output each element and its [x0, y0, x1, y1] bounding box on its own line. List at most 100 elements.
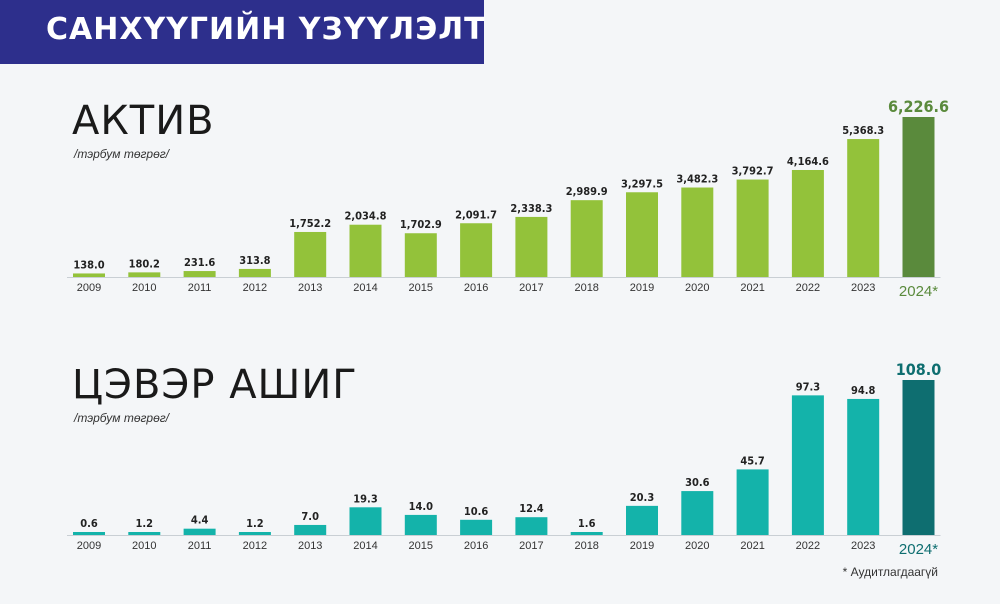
profit-bar	[460, 519, 493, 535]
assets-year-label: 2022	[796, 282, 820, 294]
profit-bar	[681, 491, 714, 535]
assets-year-label: 2012	[243, 282, 267, 294]
profit-year-label: 2023	[851, 540, 875, 552]
assets-bar	[349, 224, 382, 277]
assets-value-label: 3,482.3	[676, 173, 718, 186]
profit-value-label: 1.2	[246, 517, 264, 530]
assets-value-label: 2,338.3	[510, 202, 552, 215]
profit-bar	[73, 532, 105, 535]
profit-year-label: 2009	[77, 540, 101, 552]
profit-year-label: 2018	[574, 540, 598, 552]
profit-value-label: 14.0	[409, 500, 434, 513]
assets-chart-unit: /тэрбум төгрөг/	[74, 147, 170, 161]
profit-year-label: 2013	[298, 540, 322, 552]
profit-bar	[626, 505, 658, 535]
assets-value-label: 2,091.7	[455, 208, 497, 221]
assets-year-label: 2013	[298, 282, 322, 294]
assets-bar	[626, 192, 658, 277]
profit-year-label: 2014	[353, 540, 377, 552]
profit-bar	[570, 532, 603, 535]
profit-bar	[183, 528, 216, 535]
profit-year-label: 2020	[685, 540, 709, 552]
profit-bar	[791, 395, 824, 535]
profit-chart-unit: /тэрбум төгрөг/	[74, 411, 170, 425]
assets-bar	[570, 200, 603, 277]
assets-value-label: 2,034.8	[345, 210, 387, 223]
assets-year-label: 2015	[409, 282, 433, 294]
assets-bar	[681, 187, 714, 277]
profit-value-label: 30.6	[685, 476, 710, 489]
assets-value-label: 2,989.9	[566, 185, 608, 198]
profit-bar	[349, 507, 382, 535]
assets-chart-title: АКТИВ	[72, 98, 215, 144]
profit-year-label: 2016	[464, 540, 488, 552]
assets-bar	[902, 117, 935, 277]
assets-bar	[847, 139, 880, 277]
profit-chart-title: ЦЭВЭР АШИГ	[72, 362, 358, 408]
profit-bar	[294, 524, 327, 535]
assets-year-label: 2014	[353, 282, 377, 294]
assets-year-label: 2019	[630, 282, 654, 294]
profit-value-label: 0.6	[80, 517, 98, 530]
profit-value-label: 97.3	[796, 380, 821, 393]
profit-year-label: 2017	[519, 540, 543, 552]
profit-value-label: 1.6	[578, 517, 596, 530]
assets-bar	[515, 216, 548, 277]
profit-value-label: 7.0	[301, 510, 319, 523]
assets-year-label: 2023	[851, 282, 875, 294]
profit-value-label: 1.2	[136, 517, 154, 530]
assets-value-label: 4,164.6	[787, 155, 829, 168]
profit-year-label: 2022	[796, 540, 820, 552]
assets-year-label: 2024*	[899, 283, 938, 300]
unaudited-footnote: * Аудитлагдаагүй	[842, 565, 938, 579]
profit-bar	[238, 532, 271, 535]
profit-value-label: 4.4	[191, 514, 209, 527]
profit-value-label: 20.3	[630, 491, 655, 504]
assets-year-label: 2020	[685, 282, 709, 294]
assets-year-label: 2009	[77, 282, 101, 294]
profit-bar	[404, 514, 437, 535]
assets-value-label: 3,297.5	[621, 177, 663, 190]
profit-bar	[736, 469, 769, 535]
profit-bar	[128, 532, 161, 535]
assets-value-label: 231.6	[184, 256, 215, 269]
profit-bar	[847, 398, 880, 535]
assets-year-label: 2011	[188, 282, 212, 294]
assets-bar-chart: 138.0 2009 180.2 2010 231.6 2011 313.8 2012 1,75…	[67, 97, 949, 300]
assets-bar	[128, 272, 161, 277]
assets-bar	[404, 233, 437, 277]
assets-value-label: 1,752.2	[289, 217, 331, 230]
assets-bar	[183, 271, 216, 277]
assets-bar	[238, 268, 271, 277]
profit-year-label: 2015	[409, 540, 433, 552]
profit-year-label: 2011	[188, 540, 212, 552]
profit-value-label: 45.7	[740, 454, 765, 467]
assets-bar	[791, 169, 824, 277]
profit-bar	[515, 517, 548, 535]
assets-bar	[73, 273, 105, 277]
assets-value-label: 6,226.6	[888, 97, 949, 116]
profit-year-label: 2012	[243, 540, 267, 552]
profit-year-label: 2024*	[899, 541, 938, 558]
assets-value-label: 3,792.7	[732, 165, 774, 178]
assets-year-label: 2017	[519, 282, 543, 294]
profit-value-label: 12.4	[519, 502, 544, 515]
profit-value-label: 108.0	[896, 360, 942, 379]
assets-value-label: 313.8	[239, 254, 270, 267]
assets-value-label: 180.2	[129, 257, 160, 270]
assets-year-label: 2018	[574, 282, 598, 294]
assets-value-label: 1,702.9	[400, 218, 442, 231]
assets-year-label: 2010	[132, 282, 156, 294]
profit-bar	[902, 380, 935, 535]
profit-value-label: 19.3	[353, 492, 378, 505]
header-banner: САНХҮҮГИЙН ҮЗҮҮЛЭЛТ	[0, 0, 486, 64]
assets-value-label: 138.0	[73, 258, 104, 271]
profit-value-label: 10.6	[464, 505, 489, 518]
assets-year-label: 2016	[464, 282, 488, 294]
profit-year-label: 2010	[132, 540, 156, 552]
page-title: САНХҮҮГИЙН ҮЗҮҮЛЭЛТ	[46, 12, 486, 47]
assets-bar	[736, 179, 769, 277]
profit-year-label: 2019	[630, 540, 654, 552]
assets-value-label: 5,368.3	[842, 124, 884, 137]
